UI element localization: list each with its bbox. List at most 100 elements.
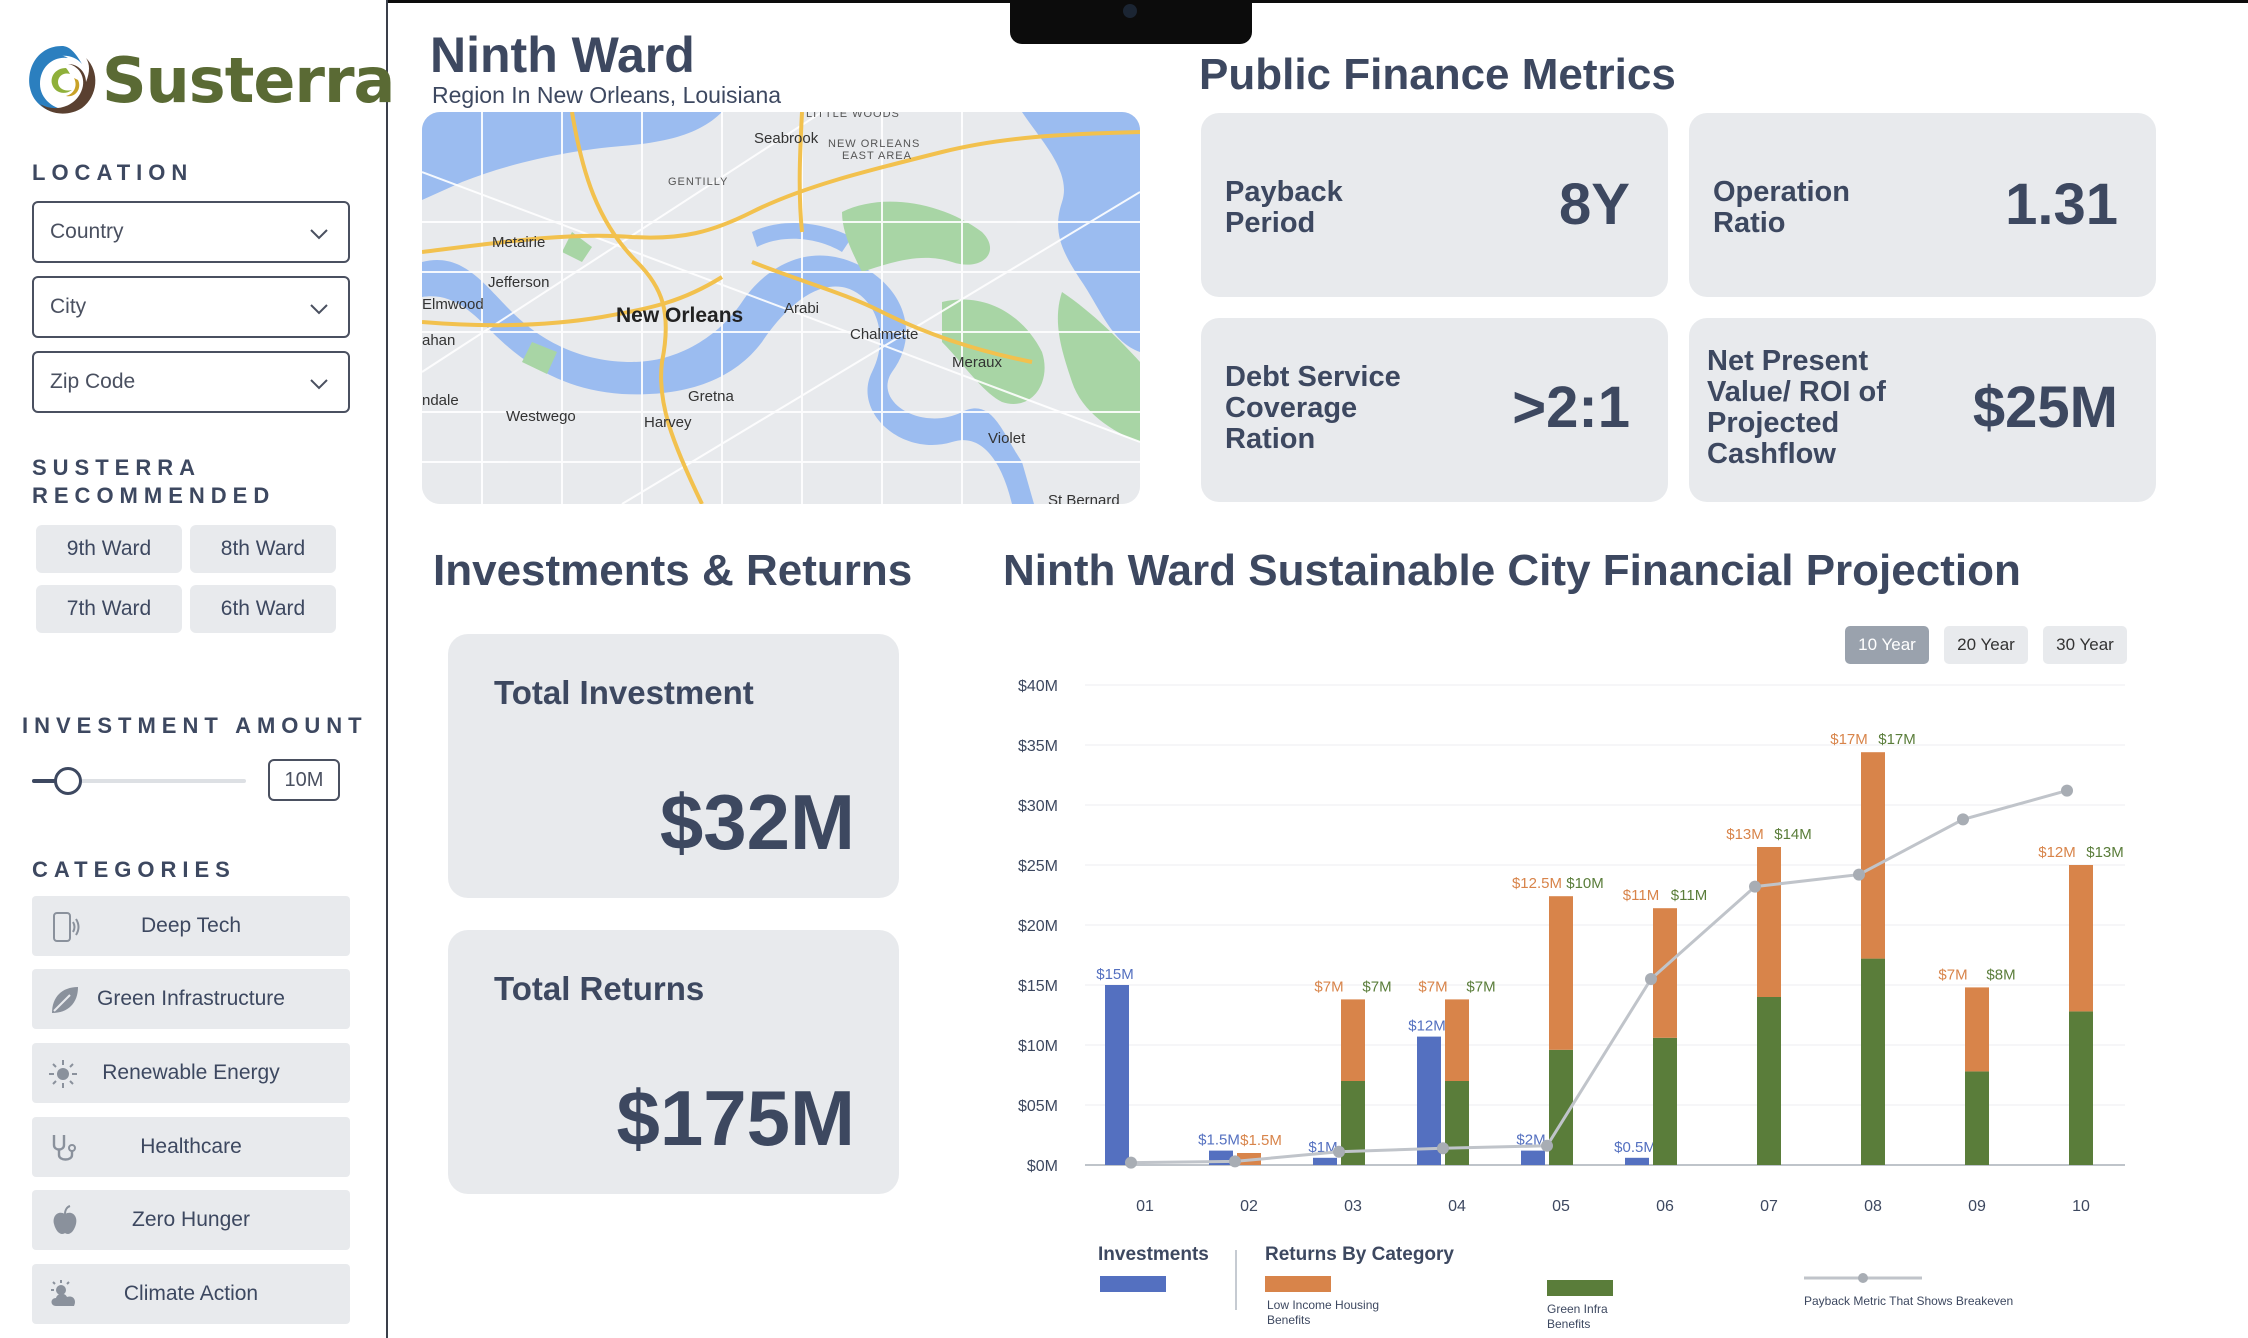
zip-code-select[interactable]: Zip Code (32, 351, 350, 413)
investment-bar (1521, 1150, 1545, 1165)
total-investment-card: Total Investment $32M (448, 634, 899, 898)
low-income-data-label: $12.5M (1512, 875, 1562, 892)
payback-point (1957, 813, 1969, 826)
x-tick-label: 04 (1448, 1198, 1466, 1215)
map-canvas (422, 112, 1140, 504)
category-label: Climate Action (123, 1282, 259, 1305)
chevron-down-icon (310, 379, 328, 390)
metric-label-line: Coverage (1225, 392, 1358, 424)
chevron-down-icon (310, 304, 328, 315)
investment-amount-input[interactable]: 10M (268, 759, 340, 801)
x-tick-label: 02 (1240, 1198, 1258, 1215)
public-finance-title: Public Finance Metrics (1199, 50, 1676, 99)
recommended-6th-ward-button[interactable]: 6th Ward (190, 585, 336, 633)
investment-slider[interactable] (32, 767, 246, 795)
green-infra-data-label: $13M (2086, 844, 2124, 861)
page-subtitle: Region In New Orleans, Louisiana (432, 82, 782, 108)
low-income-housing-bar (1445, 999, 1469, 1081)
stethoscope-icon (52, 1135, 76, 1161)
category-renewable-energy-button[interactable]: Renewable Energy (32, 1043, 350, 1103)
investment-bar (1417, 1036, 1441, 1165)
payback-point (1541, 1139, 1553, 1152)
investment-slider-handle[interactable] (54, 767, 83, 795)
category-zero-hunger-button[interactable]: Zero Hunger (32, 1190, 350, 1250)
total-returns-label: Total Returns (494, 970, 705, 1007)
map-label-metairie: Metairie (492, 234, 546, 251)
total-returns-value: $175M (616, 1074, 856, 1162)
investment-data-label: $12M (1408, 1018, 1446, 1035)
period-30-year-button[interactable]: 30 Year (2043, 626, 2127, 664)
recommended-7th-ward-button[interactable]: 7th Ward (36, 585, 182, 633)
country-select[interactable]: Country (32, 201, 350, 263)
y-tick-label: $20M (1018, 918, 1058, 935)
low-income-housing-bar (1549, 896, 1573, 1050)
camera-notch (1010, 0, 1252, 44)
payback-point (1125, 1156, 1137, 1169)
investment-data-label: $0.5M (1614, 1139, 1656, 1156)
x-tick-label: 05 (1552, 1198, 1570, 1215)
green-infra-data-label: $10M (1566, 875, 1604, 892)
payback-point (1437, 1142, 1449, 1155)
legend-investments: Investments (1098, 1244, 1209, 1292)
map-label-st-bernard: St Bernard (1048, 492, 1120, 504)
low-income-data-label: $7M (1314, 978, 1343, 995)
legend-investments-swatch (1100, 1276, 1166, 1292)
low-income-data-label: $7M (1938, 966, 1967, 983)
investment-amount-label: INVESTMENT AMOUNT (22, 713, 368, 738)
metric-label-line: Payback (1225, 176, 1343, 208)
period-20-year-button[interactable]: 20 Year (1944, 626, 2028, 664)
legend-payback-label: Payback Metric That Shows Breakeven (1804, 1294, 2014, 1308)
y-tick-label: $10M (1018, 1038, 1058, 1055)
category-label: Renewable Energy (102, 1061, 280, 1084)
payback-point (1749, 880, 1761, 893)
green-infra-bar (1861, 958, 1885, 1165)
recommended-9th-ward-button[interactable]: 9th Ward (36, 525, 182, 573)
legend-note-line: Benefits (1547, 1317, 1591, 1331)
map-label-meraux: Meraux (952, 354, 1003, 371)
total-investment-label: Total Investment (494, 674, 754, 711)
map-label-ahan: ahan (422, 332, 456, 349)
x-tick-label: 08 (1864, 1198, 1882, 1215)
sidebar: Susterra LOCATION Country City Zip Code … (0, 0, 395, 1338)
period-10-year-button[interactable]: 10 Year (1845, 626, 1929, 664)
legend-note-line: Benefits (1267, 1313, 1311, 1327)
map-label-harvey: Harvey (644, 414, 692, 431)
x-tick-label: 06 (1656, 1198, 1674, 1215)
metric-value: $25M (1972, 375, 2118, 440)
region-map[interactable]: New Orleans Metairie Jefferson Elmwood a… (422, 112, 1140, 504)
city-select[interactable]: City (32, 276, 350, 338)
page-title: Ninth Ward (430, 27, 695, 83)
low-income-data-label: $1.5M (1240, 1132, 1282, 1149)
low-income-housing-bar (1341, 999, 1365, 1081)
investments-returns-title: Investments & Returns (433, 546, 913, 595)
brand-logo[interactable]: Susterra (20, 38, 395, 122)
green-infra-data-label: $17M (1878, 731, 1916, 748)
legend-returns: Returns By Category Low Income Housing B… (1265, 1244, 1613, 1331)
city-select-placeholder: City (50, 295, 87, 318)
green-infra-bar (1965, 1071, 1989, 1165)
map-label-elmwood: Elmwood (422, 296, 484, 313)
category-healthcare-button[interactable]: Healthcare (32, 1117, 350, 1177)
metric-value: 1.31 (2005, 172, 2118, 237)
green-infra-data-label: $11M (1671, 887, 1707, 904)
map-label-new-orleans-east: NEW ORLEANS (828, 138, 921, 150)
category-climate-action-button[interactable]: Climate Action (32, 1264, 350, 1324)
total-returns-card: Total Returns $175M (448, 930, 899, 1194)
category-deep-tech-button[interactable]: Deep Tech (32, 896, 350, 956)
metric-label-line: Projected (1707, 407, 1840, 439)
map-label-new-orleans: New Orleans (616, 304, 744, 327)
legend-returns-title: Returns By Category (1265, 1244, 1454, 1265)
recommended-8th-ward-button[interactable]: 8th Ward (190, 525, 336, 573)
green-infra-bar (1445, 1081, 1469, 1165)
leaf-icon (52, 987, 78, 1013)
metric-card-debt-service-coverage: Debt Service Coverage Ration >2:1 (1201, 318, 1668, 502)
map-label-arabi: Arabi (784, 300, 820, 317)
y-tick-label: $15M (1018, 978, 1058, 995)
phone-signal-icon (53, 912, 80, 942)
category-green-infrastructure-button[interactable]: Green Infrastructure (32, 969, 350, 1029)
x-tick-label: 09 (1968, 1198, 1986, 1215)
zip-code-select-placeholder: Zip Code (50, 370, 136, 393)
legend-divider (1235, 1250, 1237, 1310)
map-label-east-area: EAST AREA (842, 150, 912, 162)
y-tick-label: $05M (1018, 1098, 1058, 1115)
